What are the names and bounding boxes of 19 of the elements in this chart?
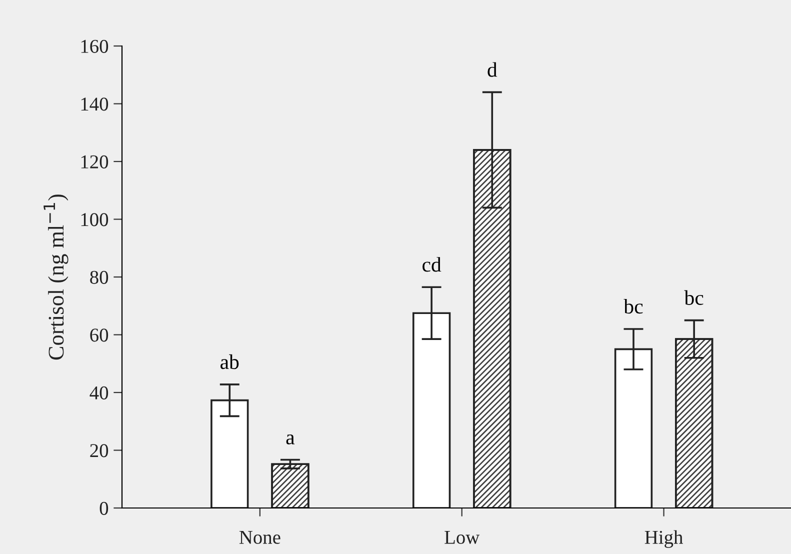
y-tick-label: 120: [81, 155, 108, 168]
y-tick-label: 20: [90, 444, 108, 458]
x-tick-label: None: [239, 530, 280, 544]
annotation: ab: [220, 354, 239, 370]
x-tick-label: High: [644, 530, 683, 548]
y-tick-label: 80: [90, 270, 108, 284]
annotation: a: [286, 434, 295, 444]
y-tick-label: 40: [90, 386, 108, 400]
x-tick-label: Low: [444, 530, 480, 544]
y-axis-title: Cortisol (ng ml$^{−1}$): [44, 194, 68, 360]
y-tick-label: 160: [81, 40, 108, 53]
y-tick-label: 140: [81, 98, 108, 111]
y-tick-label: 60: [90, 328, 108, 342]
y-tick-label: 100: [81, 213, 108, 226]
annotation: cd: [422, 257, 442, 272]
annotation: bc: [624, 298, 643, 314]
annotation: d: [488, 62, 498, 77]
y-tick-label: 0: [100, 502, 108, 515]
annotation: bc: [684, 290, 704, 305]
